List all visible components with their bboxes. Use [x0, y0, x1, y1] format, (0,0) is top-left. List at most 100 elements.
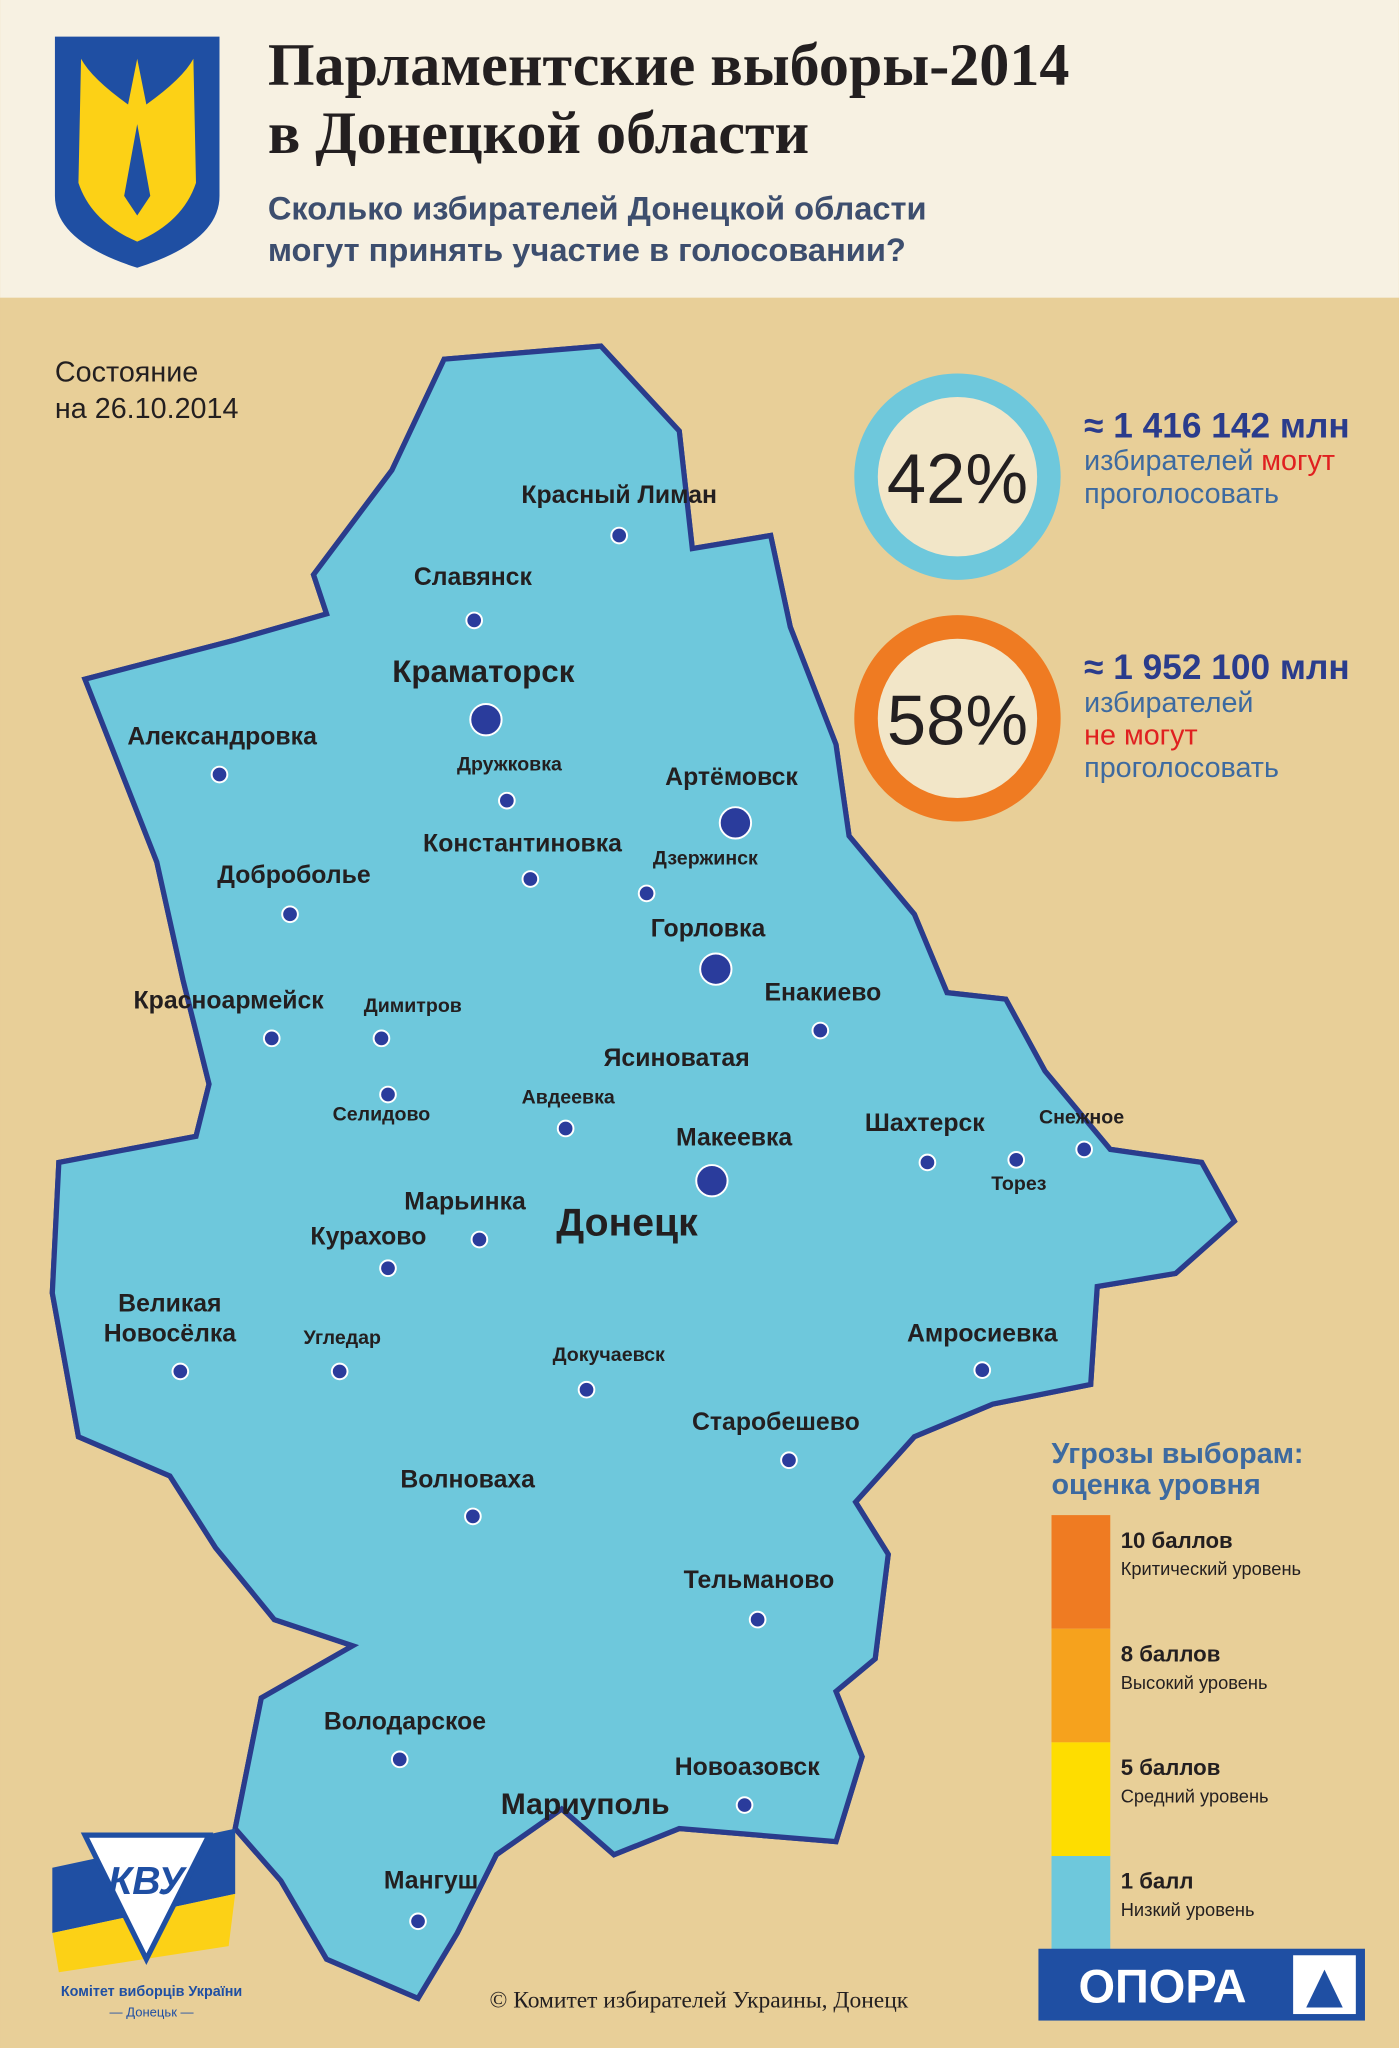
- city-label: Мангуш: [384, 1868, 479, 1895]
- city-label: Димитров: [364, 995, 462, 1017]
- status: на 26.10.2014: [55, 393, 239, 425]
- city-dot: [735, 1796, 754, 1814]
- legend-swatch: [1051, 1628, 1111, 1743]
- city-dot: [330, 1362, 349, 1381]
- city-label: Доброболье: [217, 862, 370, 889]
- city-dot: [577, 1380, 596, 1399]
- city-dot: [372, 1029, 391, 1048]
- city-label: Александровка: [127, 723, 317, 750]
- city-label: Красноармейск: [134, 987, 325, 1014]
- city-dot: [390, 1750, 409, 1769]
- kvu-mark: КВУ: [108, 1860, 188, 1903]
- city-label: Волноваха: [400, 1467, 535, 1494]
- city-label: Макеевка: [676, 1124, 792, 1151]
- city-label: Артёмовск: [665, 764, 798, 791]
- city-dot: [262, 1029, 281, 1048]
- city-label: Дружковка: [457, 754, 563, 776]
- city-label: Курахово: [310, 1224, 426, 1251]
- city-label: Докучаевск: [553, 1344, 665, 1366]
- legend-level: Низкий уровень: [1121, 1899, 1255, 1920]
- legend-score: 5 баллов: [1121, 1755, 1221, 1780]
- city-dot: [281, 905, 299, 924]
- legend-level: Критический уровень: [1121, 1558, 1301, 1579]
- city-label: Торез: [991, 1173, 1047, 1195]
- legend-score: 8 баллов: [1121, 1641, 1221, 1666]
- status: Состояние: [55, 356, 198, 388]
- kvu-name: Комітет виборців України: [61, 1984, 242, 2000]
- opora: ОПОРА: [1078, 1959, 1246, 2012]
- legend-swatch: [1051, 1742, 1111, 1856]
- legend-title: оценка уровня: [1052, 1469, 1261, 1501]
- city-label: Авдеевка: [522, 1087, 616, 1109]
- stat-percent: 58%: [887, 680, 1028, 759]
- header-bg: [0, 0, 1399, 298]
- city-dot: [379, 1259, 397, 1278]
- stat-text: избирателей: [1084, 445, 1253, 477]
- city-dot: [780, 1451, 798, 1470]
- city-label: Енакиево: [765, 979, 882, 1006]
- city-label: Новоазовск: [675, 1754, 820, 1781]
- stat-line: избирателей могут: [1084, 445, 1335, 477]
- copyright: © Комитет избирателей Украины, Донецк: [489, 1988, 908, 2014]
- title: Парламентские выборы-2014: [268, 31, 1070, 98]
- city-label: Селидово: [333, 1104, 431, 1126]
- city-label: Тельманово: [684, 1567, 835, 1594]
- stat-value: ≈ 1 416 142 млн: [1084, 407, 1350, 446]
- city-dot: [171, 1362, 190, 1381]
- stat-highlight: могут: [1261, 445, 1335, 477]
- city-label: Великая Новосёлка: [104, 1290, 237, 1347]
- city-label: Донецк: [556, 1202, 698, 1245]
- city-label: Краматорск: [392, 654, 574, 689]
- city-label: Шахтерск: [865, 1110, 985, 1137]
- legend-level: Высокий уровень: [1121, 1672, 1268, 1693]
- city-dot: [918, 1153, 937, 1172]
- legend-title: Угрозы выборам:: [1052, 1438, 1304, 1470]
- kvu-logo: [52, 1828, 236, 1973]
- city-label: Славянск: [414, 564, 533, 591]
- map: [49, 343, 1238, 2002]
- city-dot: [379, 1085, 397, 1104]
- city-label-line: Новосёлка: [104, 1320, 237, 1347]
- donut: [854, 373, 1061, 580]
- city-label: Горловка: [651, 915, 766, 942]
- city-dot: [695, 1164, 729, 1198]
- city-label: Ясиноватая: [604, 1045, 750, 1072]
- title: в Донецкой области: [268, 99, 809, 166]
- city-dot: [811, 1021, 830, 1040]
- kvu-city: — Донецьк —: [110, 2005, 195, 2020]
- city-dot: [637, 884, 656, 903]
- city-label: Константиновка: [423, 831, 622, 858]
- city-dot: [718, 806, 753, 840]
- stat-line: проголосовать: [1084, 752, 1279, 784]
- city-label: Мариуполь: [501, 1788, 670, 1821]
- city-dot: [470, 1230, 489, 1249]
- city-label: Угледар: [304, 1327, 381, 1349]
- city-label: Дзержинск: [653, 848, 758, 870]
- city-label: Володарское: [324, 1708, 486, 1735]
- legend: Угрозы выборам:оценка уровня 10 баллов Кри…: [1051, 1438, 1304, 1970]
- stat-value: ≈ 1 952 100 млн: [1084, 648, 1350, 687]
- city-label-line: Великая: [118, 1290, 221, 1317]
- city-dot: [210, 765, 229, 784]
- stat-line: проголосовать: [1084, 478, 1279, 510]
- city-dot: [556, 1119, 575, 1138]
- city-dot: [1007, 1151, 1026, 1169]
- city-dot: [464, 1507, 482, 1526]
- city-label: Старобешево: [692, 1409, 860, 1436]
- legend-swatch: [1051, 1515, 1111, 1629]
- city-dot: [1075, 1140, 1093, 1159]
- legend-level: Средний уровень: [1121, 1785, 1269, 1806]
- city-label: Марьинка: [404, 1188, 526, 1215]
- legend-score: 10 баллов: [1121, 1528, 1233, 1553]
- city-dot: [973, 1361, 992, 1379]
- stat-percent: 42%: [887, 439, 1028, 518]
- opora-logo: [1038, 1948, 1365, 2021]
- city-dot: [748, 1610, 767, 1629]
- city-dot: [498, 791, 516, 810]
- city-label: Амросиевка: [907, 1320, 1058, 1347]
- city-dot: [465, 611, 484, 630]
- subtitle: Сколько избирателей Донецкой области: [268, 189, 927, 226]
- city-label: Красный Лиман: [521, 482, 717, 509]
